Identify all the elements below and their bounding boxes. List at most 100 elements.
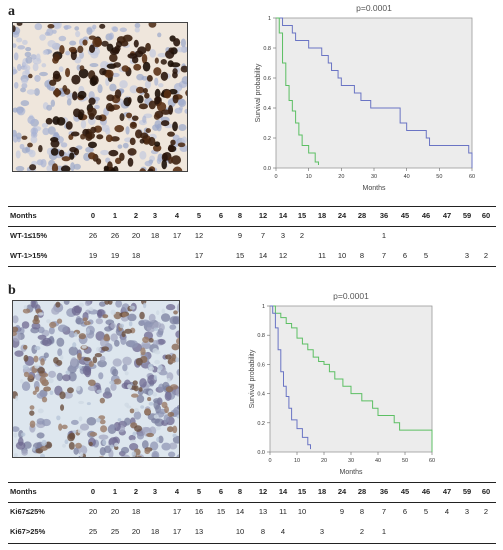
header-month-cell: 15 bbox=[297, 211, 307, 220]
at-risk-count-cell: 20 bbox=[131, 527, 141, 536]
at-risk-count-cell: 14 bbox=[235, 507, 245, 516]
at-risk-count-cell: 17 bbox=[194, 251, 204, 260]
header-month-cell: 2 bbox=[133, 487, 139, 496]
table-row-ki67-low: Ki67≤25% 20 20 18 17 16 15 14 13 11 10 9 8 7 6 5 4 3 2 bbox=[8, 504, 496, 520]
risk-table-ki67: Months 0 1 2 3 4 5 6 8 12 14 15 18 24 28 36 45 46 47 59 60 … bbox=[8, 482, 496, 544]
at-risk-count-cell: 2 bbox=[359, 527, 365, 536]
at-risk-count-cell: 4 bbox=[280, 527, 286, 536]
x-tick-label: 20 bbox=[321, 458, 327, 464]
table-bottom-rule bbox=[8, 266, 496, 267]
header-month-cell: 2 bbox=[133, 211, 139, 220]
table-header-row: Months 0 1 2 3 4 5 6 8 12 14 15 18 24 28 36 45 46 47 59 60 bbox=[8, 208, 496, 224]
survival-curve-series-1 bbox=[276, 17, 473, 168]
header-month-cell: 6 bbox=[218, 487, 224, 496]
at-risk-count-cell: 1 bbox=[381, 231, 387, 240]
panel-b-letter: b bbox=[8, 283, 16, 298]
at-risk-count-cell: 12 bbox=[278, 251, 288, 260]
row-label-ki67-low: Ki67≤25% bbox=[10, 507, 45, 516]
x-tick-label: 50 bbox=[436, 174, 442, 180]
header-month-cell: 8 bbox=[237, 211, 243, 220]
table-row-wt1-high: WT-1>15% 19 19 18 17 15 14 12 11 10 8 7 6 5 3 2 bbox=[8, 248, 496, 264]
x-axis-label: Months bbox=[363, 185, 386, 192]
table-top-rule bbox=[8, 206, 496, 207]
y-tick-label: 0.8 bbox=[257, 333, 265, 339]
wt1-stain-micrograph bbox=[12, 22, 188, 172]
at-risk-count-cell: 9 bbox=[339, 507, 345, 516]
ki67-stain-image bbox=[13, 301, 179, 457]
header-month-cell: 8 bbox=[237, 487, 243, 496]
p-value-label: p=0.0001 bbox=[333, 291, 369, 301]
survival-curve-series-2 bbox=[270, 305, 311, 450]
survival-curve-series-2 bbox=[276, 17, 319, 165]
at-risk-count-cell: 11 bbox=[279, 507, 287, 516]
header-month-cell: 5 bbox=[196, 211, 202, 220]
table-bottom-rule bbox=[8, 543, 496, 544]
header-month-cell: 3 bbox=[152, 487, 158, 496]
at-risk-count-cell: 16 bbox=[194, 507, 204, 516]
at-risk-count-cell: 20 bbox=[131, 231, 141, 240]
table-row-wt1-low: WT-1≤15% 26 26 20 18 17 12 9 7 3 2 1 bbox=[8, 228, 496, 244]
header-month-cell: 14 bbox=[278, 487, 288, 496]
y-axis-label: Survival probability bbox=[249, 349, 256, 408]
at-risk-count-cell: 15 bbox=[235, 251, 245, 260]
header-month-cell: 46 bbox=[421, 211, 431, 220]
at-risk-count-cell: 10 bbox=[337, 251, 347, 260]
at-risk-count-cell: 18 bbox=[131, 251, 141, 260]
at-risk-count-cell: 13 bbox=[194, 527, 204, 536]
at-risk-count-cell: 11 bbox=[318, 251, 326, 260]
header-month-cell: 12 bbox=[258, 211, 268, 220]
at-risk-count-cell: 15 bbox=[216, 507, 226, 516]
table-top-rule bbox=[8, 482, 496, 483]
header-month-cell: 6 bbox=[218, 211, 224, 220]
y-tick-label: 0.6 bbox=[257, 362, 265, 368]
x-tick-label: 40 bbox=[404, 174, 410, 180]
header-month-cell: 4 bbox=[174, 211, 180, 220]
header-month-cell: 14 bbox=[278, 211, 288, 220]
header-month-cell: 60 bbox=[481, 487, 491, 496]
at-risk-count-cell: 3 bbox=[464, 507, 470, 516]
at-risk-count-cell: 17 bbox=[172, 507, 182, 516]
header-month-cell: 47 bbox=[442, 487, 452, 496]
header-month-cell: 1 bbox=[112, 487, 118, 496]
y-tick-label: 1 bbox=[268, 16, 271, 22]
at-risk-count-cell: 19 bbox=[110, 251, 120, 260]
header-month-cell: 1 bbox=[112, 211, 118, 220]
table-header-label: Months bbox=[10, 487, 37, 496]
at-risk-count-cell: 26 bbox=[110, 231, 120, 240]
at-risk-count-cell: 25 bbox=[88, 527, 98, 536]
row-label-wt1-high: WT-1>15% bbox=[10, 251, 48, 260]
table-header-label: Months bbox=[10, 211, 37, 220]
table-header-row: Months 0 1 2 3 4 5 6 8 12 14 15 18 24 28 36 45 46 47 59 60 bbox=[8, 484, 496, 500]
table-header-rule bbox=[8, 226, 496, 227]
header-month-cell: 60 bbox=[481, 211, 491, 220]
at-risk-count-cell: 19 bbox=[88, 251, 98, 260]
x-tick-label: 10 bbox=[294, 458, 300, 464]
x-tick-label: 20 bbox=[338, 174, 344, 180]
at-risk-count-cell: 6 bbox=[402, 507, 408, 516]
at-risk-count-cell: 3 bbox=[464, 251, 470, 260]
at-risk-count-cell: 25 bbox=[110, 527, 120, 536]
header-month-cell: 24 bbox=[337, 487, 347, 496]
p-value-label: p=0.0001 bbox=[356, 3, 392, 13]
header-month-cell: 3 bbox=[152, 211, 158, 220]
at-risk-count-cell: 6 bbox=[402, 251, 408, 260]
y-tick-label: 0.8 bbox=[263, 46, 271, 52]
x-tick-label: 40 bbox=[375, 458, 381, 464]
header-month-cell: 46 bbox=[421, 487, 431, 496]
at-risk-count-cell: 10 bbox=[297, 507, 307, 516]
x-tick-label: 0 bbox=[268, 458, 271, 464]
header-month-cell: 15 bbox=[297, 487, 307, 496]
header-month-cell: 0 bbox=[90, 487, 96, 496]
row-label-ki67-high: Ki67>25% bbox=[10, 527, 46, 536]
at-risk-count-cell: 17 bbox=[172, 527, 182, 536]
y-tick-label: 1 bbox=[262, 304, 265, 310]
header-month-cell: 45 bbox=[400, 211, 410, 220]
risk-table-wt1: Months 0 1 2 3 4 5 6 8 12 14 15 18 24 28 36 45 46 47 59 60 … bbox=[8, 206, 496, 267]
at-risk-count-cell: 26 bbox=[88, 231, 98, 240]
at-risk-count-cell: 7 bbox=[381, 251, 387, 260]
at-risk-count-cell: 10 bbox=[235, 527, 245, 536]
x-tick-label: 50 bbox=[402, 458, 408, 464]
y-tick-label: 0.6 bbox=[263, 76, 271, 82]
x-tick-label: 0 bbox=[274, 174, 277, 180]
